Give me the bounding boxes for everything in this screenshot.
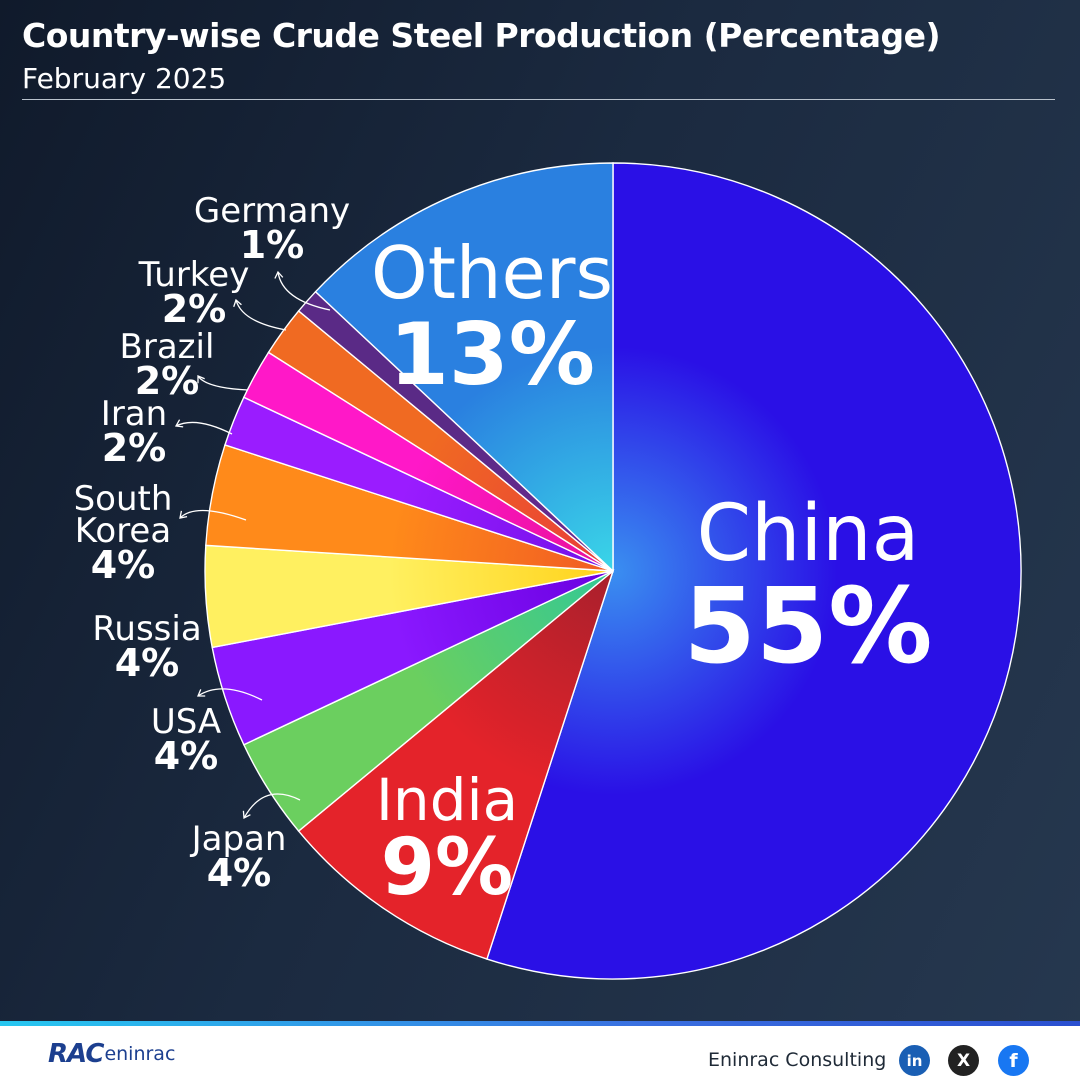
leader-arrow-turkey xyxy=(235,299,287,331)
slice-value-germany: 1% xyxy=(240,223,305,267)
slice-label-turkey: Turkey xyxy=(138,255,250,295)
footer: RAC eninrac Eninrac Consulting in X f xyxy=(0,1021,1080,1080)
header-divider xyxy=(22,99,1055,100)
slice-value-south-korea: 4% xyxy=(91,543,156,587)
pie-slice-india[interactable] xyxy=(297,568,615,960)
leader-arrow-usa xyxy=(197,688,263,701)
slice-label-japan: Japan xyxy=(190,819,287,859)
slice-value-turkey: 2% xyxy=(162,287,227,331)
slice-label-iran: Iran xyxy=(101,394,167,434)
footer-accent-bar xyxy=(0,1021,1080,1026)
leader-arrowhead-turkey xyxy=(233,298,242,308)
slice-label-russia: Russia xyxy=(92,609,201,649)
leader-arrowhead-japan xyxy=(242,810,251,820)
slice-value-usa: 4% xyxy=(154,734,219,778)
slice-label-others: Others xyxy=(371,231,613,315)
slice-label-germany: Germany xyxy=(194,191,350,231)
pie-slices xyxy=(204,162,1022,980)
slice-label-south-korea-line-1: South xyxy=(74,479,173,519)
slice-value-iran: 2% xyxy=(102,426,167,470)
pie-slice-china[interactable] xyxy=(486,162,1022,980)
leader-arrow-iran xyxy=(175,421,233,435)
leader-arrow-japan xyxy=(243,793,301,819)
slice-value-others: 13% xyxy=(389,305,595,405)
slice-value-brazil: 2% xyxy=(135,359,200,403)
leader-arrowhead-iran xyxy=(174,419,184,428)
slice-value-china: 55% xyxy=(684,565,933,687)
slice-label-brazil: Brazil xyxy=(120,327,215,367)
slice-labels: China55%India9%Japan4%USA4%Russia4%South… xyxy=(74,191,933,913)
leader-arrowhead-brazil xyxy=(197,375,205,384)
slice-label-india: India xyxy=(376,766,518,834)
leader-arrows xyxy=(174,270,331,820)
leader-arrow-germany xyxy=(277,271,331,311)
facebook-icon[interactable]: f xyxy=(998,1045,1029,1076)
slice-label-china: China xyxy=(697,489,920,579)
brand-name: Eninrac Consulting xyxy=(708,1049,887,1071)
slice-label-usa: USA xyxy=(151,702,221,742)
chart-subtitle: February 2025 xyxy=(22,62,227,95)
x-icon[interactable]: X xyxy=(948,1045,979,1076)
leader-arrowhead-usa xyxy=(197,689,206,697)
slice-value-india: 9% xyxy=(381,823,513,913)
eninrac-logo[interactable]: RAC eninrac xyxy=(48,1037,175,1071)
leader-arrowhead-germany xyxy=(274,270,284,279)
leader-arrow-south-korea xyxy=(179,509,247,521)
leader-arrowhead-south-korea xyxy=(179,510,188,519)
slice-value-russia: 4% xyxy=(115,641,180,685)
slice-label-south-korea-line-2: Korea xyxy=(75,511,171,551)
linkedin-icon[interactable]: in xyxy=(899,1045,930,1076)
logo-mark: RAC xyxy=(48,1039,104,1069)
leader-arrow-brazil xyxy=(197,375,249,391)
pie-slice-others[interactable] xyxy=(314,162,614,573)
slice-value-japan: 4% xyxy=(207,851,272,895)
logo-wordmark: eninrac xyxy=(104,1043,176,1065)
chart-title: Country-wise Crude Steel Production (Per… xyxy=(22,16,941,55)
